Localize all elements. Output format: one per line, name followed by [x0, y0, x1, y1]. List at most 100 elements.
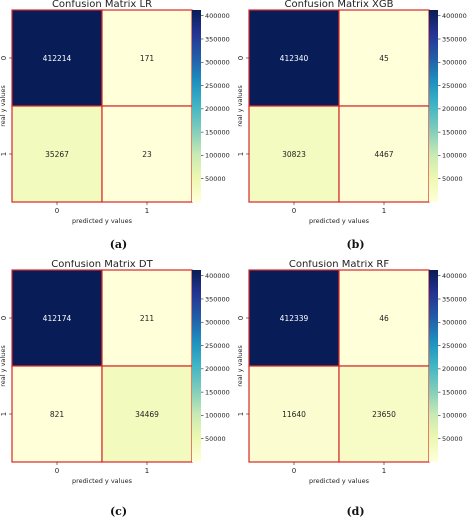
- colorbar-tick-label-6: 350000: [442, 35, 467, 43]
- colorbar-tick-label-0: 50000: [442, 435, 463, 443]
- colorbar-tick-label-4: 250000: [205, 82, 230, 90]
- panel-rf: Confusion Matrix RF 412339 46 11640 23650 0 1 0…: [237, 260, 474, 519]
- colorbar-tick-label-3: 200000: [205, 365, 230, 373]
- cell-value-label-0-1: 211: [140, 314, 155, 323]
- x-tick-label-0: 0: [292, 207, 296, 215]
- colorbar-tick-label-6: 350000: [205, 295, 230, 303]
- cell-value-label-0-1: 171: [140, 54, 155, 63]
- panel-dt: Confusion Matrix DT 412174 211 821 34469 0 1 0 1…: [0, 260, 237, 519]
- x-axis-label: predicted y values: [72, 477, 133, 485]
- panel-lr: Confusion Matrix LR 412214 171 35267 23 0 1 0 1 p…: [0, 0, 237, 259]
- heatmap-cell-1-1: [101, 105, 193, 203]
- x-tick-label-1: 1: [382, 207, 386, 215]
- x-tick-label-0: 0: [55, 467, 59, 475]
- cell-value-label-0-0: 412339: [280, 314, 309, 323]
- cell-value-label-1-0: 35267: [45, 150, 69, 159]
- colorbar-tick-label-4: 250000: [442, 342, 467, 350]
- cell-value-label-0-0: 412340: [280, 54, 309, 63]
- x-tick-label-1: 1: [145, 467, 149, 475]
- x-axis-label: predicted y values: [309, 217, 370, 225]
- colorbar-tick-label-1: 100000: [205, 412, 230, 420]
- cell-value-label-1-1: 34469: [135, 410, 159, 419]
- heatmap-cell-1-0: [11, 365, 103, 463]
- colorbar-tick-label-7: 400000: [442, 12, 467, 20]
- heatmap-cell-1-1: [101, 365, 193, 463]
- cell-value-label-0-0: 412214: [43, 54, 72, 63]
- chart-title: Confusion Matrix LR: [52, 0, 152, 10]
- y-axis-label: real y values: [0, 345, 7, 387]
- caption-rf: (d): [346, 505, 365, 518]
- colorbar: [429, 10, 438, 202]
- colorbar-tick-label-5: 300000: [205, 319, 230, 327]
- x-tick-label-1: 1: [145, 207, 149, 215]
- colorbar-tick-label-0: 50000: [442, 175, 463, 183]
- colorbar-tick-label-1: 100000: [442, 412, 467, 420]
- caption-lr: (a): [109, 238, 128, 251]
- cell-value-label-1-0: 11640: [282, 410, 306, 419]
- heatmap-cell-0-0: [11, 269, 103, 367]
- caption-xgb: (b): [346, 238, 365, 251]
- colorbar-tick-label-6: 350000: [205, 35, 230, 43]
- y-tick-label-1: 1: [0, 152, 8, 156]
- cell-value-label-0-0: 412174: [43, 314, 72, 323]
- colorbar-tick-label-1: 100000: [442, 152, 467, 160]
- colorbar-tick-label-3: 200000: [442, 365, 467, 373]
- panel-xgb: Confusion Matrix XGB 412340 45 30823 4467 0 1 0…: [237, 0, 474, 259]
- colorbar-tick-label-7: 400000: [442, 272, 467, 280]
- y-tick-label-0: 0: [0, 316, 8, 320]
- y-tick-label-0: 0: [237, 56, 245, 60]
- chart-title: Confusion Matrix DT: [51, 260, 153, 270]
- heatmap-cell-0-1: [101, 269, 193, 367]
- y-axis-label: real y values: [237, 85, 244, 127]
- cell-value-label-0-1: 45: [379, 54, 389, 63]
- colorbar-tick-label-5: 300000: [442, 319, 467, 327]
- colorbar-tick-label-4: 250000: [442, 82, 467, 90]
- y-axis-label: real y values: [237, 345, 244, 387]
- chart-title: Confusion Matrix XGB: [284, 0, 393, 10]
- heatmap-cell-1-0: [248, 365, 340, 463]
- colorbar-tick-label-2: 150000: [205, 388, 230, 396]
- colorbar: [192, 10, 201, 202]
- colorbar-tick-label-2: 150000: [205, 128, 230, 136]
- colorbar-tick-label-5: 300000: [205, 59, 230, 67]
- colorbar-tick-label-4: 250000: [205, 342, 230, 350]
- cell-value-label-1-1: 4467: [374, 150, 393, 159]
- colorbar-tick-label-2: 150000: [442, 128, 467, 136]
- y-axis-label: real y values: [0, 85, 7, 127]
- colorbar-tick-label-7: 400000: [205, 272, 230, 280]
- x-axis-label: predicted y values: [309, 477, 370, 485]
- colorbar-tick-label-3: 200000: [205, 105, 230, 113]
- heatmap-lr-svg: Confusion Matrix LR 412214 171 35267 23 0 1 0 1 p…: [0, 0, 230, 225]
- heatmap-cell-0-0: [248, 269, 340, 367]
- colorbar-tick-label-5: 300000: [442, 59, 467, 67]
- x-tick-label-0: 0: [55, 207, 59, 215]
- cell-value-label-0-1: 46: [379, 314, 389, 323]
- chart-title: Confusion Matrix RF: [289, 260, 390, 270]
- x-axis-label: predicted y values: [72, 217, 133, 225]
- y-tick-label-0: 0: [0, 56, 8, 60]
- colorbar-tick-label-0: 50000: [205, 175, 226, 183]
- colorbar: [429, 270, 438, 462]
- colorbar-tick-label-7: 400000: [205, 12, 230, 20]
- colorbar-tick-label-2: 150000: [442, 388, 467, 396]
- heatmap-dt-svg: Confusion Matrix DT 412174 211 821 34469 0 1 0 1…: [0, 260, 230, 485]
- colorbar-tick-label-3: 200000: [442, 105, 467, 113]
- x-tick-label-0: 0: [292, 467, 296, 475]
- colorbar-tick-label-0: 50000: [205, 435, 226, 443]
- heatmap-cell-1-1: [338, 105, 430, 203]
- cell-value-label-1-0: 30823: [282, 150, 306, 159]
- y-tick-label-0: 0: [237, 316, 245, 320]
- caption-dt: (c): [109, 505, 128, 518]
- colorbar: [192, 270, 201, 462]
- heatmap-cell-0-1: [338, 269, 430, 367]
- cell-value-label-1-1: 23: [142, 150, 152, 159]
- y-tick-label-1: 1: [237, 412, 245, 416]
- colorbar-tick-label-6: 350000: [442, 295, 467, 303]
- heatmap-cell-0-0: [248, 9, 340, 107]
- cell-value-label-1-1: 23650: [372, 410, 396, 419]
- heatmap-cell-0-1: [101, 9, 193, 107]
- y-tick-label-1: 1: [237, 152, 245, 156]
- y-tick-label-1: 1: [0, 412, 8, 416]
- cell-value-label-1-0: 821: [50, 410, 65, 419]
